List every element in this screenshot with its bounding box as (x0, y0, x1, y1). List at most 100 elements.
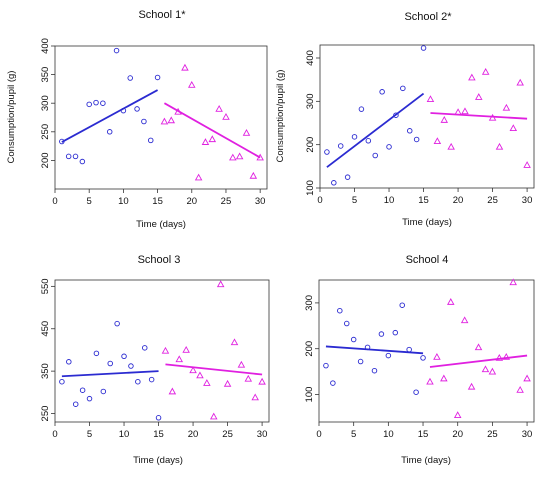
data-point-before (413, 136, 420, 143)
y-axis: 200 250 300 350 400 (40, 38, 55, 168)
data-point-after (210, 412, 218, 420)
x-tick-label: 20 (452, 429, 463, 440)
plot-frame (54, 45, 268, 190)
x-tick-label: 20 (188, 429, 199, 440)
y-tick-label: 400 (305, 50, 316, 66)
x-tick-label: 0 (52, 196, 57, 207)
y-tick-label: 350 (40, 363, 51, 379)
x-tick-label: 5 (87, 196, 92, 207)
data-point-before (141, 118, 147, 125)
data-point-before (344, 174, 351, 180)
data-point-after (194, 173, 203, 181)
y-tick-label: 250 (40, 406, 51, 422)
data-point-after (203, 379, 211, 386)
data-point-before (114, 320, 120, 327)
trend-line-before (61, 89, 159, 143)
y-tick-label: 450 (40, 321, 51, 337)
data-point-after (215, 104, 223, 112)
data-point-after (426, 95, 435, 103)
trend-line-after (165, 363, 263, 376)
data-point-after (223, 379, 232, 387)
data-point-before (106, 129, 113, 135)
data-point-after (481, 365, 490, 373)
data-point-after (249, 171, 258, 179)
data-point-after (460, 316, 469, 324)
data-point-before (343, 320, 350, 327)
data-point-after (222, 113, 230, 120)
x-tick-label: 25 (222, 429, 233, 440)
data-point-before (378, 331, 385, 337)
data-point-before (386, 144, 392, 150)
plot-marks (59, 47, 264, 181)
data-point-before (66, 359, 72, 365)
x-tick-label: 30 (255, 196, 266, 207)
data-point-after (433, 353, 441, 360)
x-tick-label: 15 (153, 429, 164, 440)
data-point-after (167, 116, 176, 124)
trend-line-before (325, 345, 424, 355)
x-axis-label: Time (days) (402, 217, 452, 228)
data-point-after (468, 73, 476, 81)
data-point-after (523, 161, 531, 168)
data-point-before (113, 47, 120, 54)
data-point-after (516, 386, 524, 393)
data-point-after (196, 371, 204, 379)
y-axis: 100 200 300 400 (305, 50, 320, 196)
data-point-before (134, 106, 140, 112)
y-axis: 250 350 450 550 (40, 278, 55, 421)
plot-marks (323, 278, 531, 418)
data-point-before (351, 134, 358, 140)
x-tick-label: 25 (221, 196, 232, 207)
data-point-after (242, 129, 251, 136)
x-tick-label: 25 (487, 195, 498, 206)
x-tick-label: 10 (118, 196, 129, 207)
x-tick-label: 15 (418, 195, 429, 206)
data-point-after (230, 338, 239, 346)
data-point-after (502, 103, 511, 111)
x-tick-label: 30 (522, 195, 533, 206)
data-point-before (147, 137, 154, 144)
trend-line-before (61, 370, 159, 378)
data-point-before (324, 149, 330, 155)
data-point-after (440, 116, 449, 123)
data-point-before (154, 74, 161, 81)
data-point-before (330, 380, 336, 386)
data-point-after (160, 117, 169, 125)
y-tick-label: 200 (305, 137, 316, 153)
data-point-before (127, 75, 133, 81)
x-tick-label: 0 (317, 195, 322, 206)
y-tick-label: 350 (40, 67, 51, 83)
x-tick-label: 15 (418, 429, 429, 440)
y-tick-label: 400 (40, 38, 51, 54)
x-tick-label: 15 (152, 196, 163, 207)
y-tick-label: 200 (40, 152, 51, 168)
data-point-before (128, 363, 134, 369)
data-point-before (379, 89, 385, 95)
data-point-before (357, 358, 364, 365)
panel-school-4: School 4 100 200 300 0 5 10 15 20 25 30 Time (da… (304, 254, 535, 466)
data-point-before (323, 362, 329, 369)
data-point-before (59, 378, 65, 385)
data-point-after (474, 343, 483, 351)
plot-frame (318, 279, 535, 423)
data-point-before (155, 415, 162, 421)
x-axis-label: Time (days) (401, 455, 451, 466)
data-point-before (135, 378, 141, 385)
data-point-after (481, 67, 490, 75)
data-point-after (509, 278, 517, 286)
data-point-after (488, 367, 497, 375)
data-point-after (258, 377, 266, 385)
y-tick-label: 100 (305, 180, 316, 196)
trend-line-after (163, 102, 261, 159)
data-point-after (181, 63, 189, 71)
x-tick-label: 5 (352, 195, 357, 206)
data-point-after (433, 137, 442, 145)
data-point-after (175, 355, 184, 363)
data-point-before (337, 143, 344, 149)
x-tick-label: 5 (87, 429, 92, 440)
x-tick-label: 10 (119, 429, 130, 440)
plot-frame (319, 44, 535, 189)
data-point-before (385, 352, 392, 359)
panel-title: School 3 (138, 254, 181, 266)
trend-line-before (326, 92, 425, 168)
